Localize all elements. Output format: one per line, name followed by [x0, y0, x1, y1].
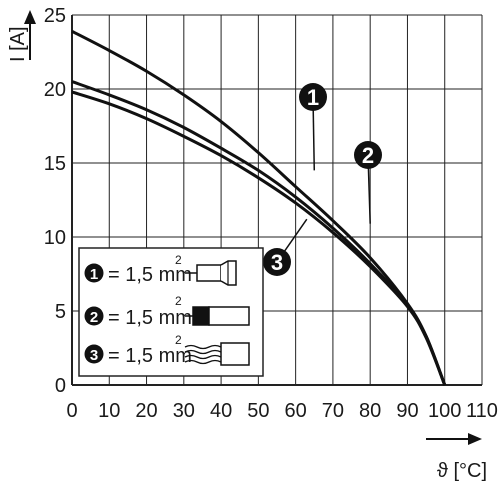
ferrule-icon	[185, 260, 237, 286]
curve-marker-label-1: 1	[307, 85, 319, 110]
x-axis-arrowhead-icon	[468, 433, 482, 445]
y-tick-label: 0	[55, 375, 66, 397]
curve-marker-2	[354, 141, 382, 169]
x-tick-label: 100	[428, 400, 461, 422]
curve-marker-label-2: 2	[362, 143, 374, 168]
legend-entry-2: 2 = 1,5 mm 2	[84, 294, 250, 329]
legend-text-1: = 1,5 mm	[108, 264, 192, 286]
series	[71, 29, 447, 386]
x-tick-label: 110	[466, 400, 498, 422]
x-tick-label: 80	[359, 400, 381, 422]
y-tick-label: 20	[44, 79, 66, 101]
insulated-ferrule-icon	[185, 306, 250, 326]
tick-labels: 0 10 20 30 40 50 60 70 80 90 100 110 0 5 10 15 20 25	[44, 5, 498, 422]
y-axis-label: I [A]	[7, 26, 29, 62]
legend-marker-1-label: 1	[90, 266, 98, 283]
curve-marker-1	[299, 83, 327, 111]
x-tick-label: 50	[247, 400, 269, 422]
x-tick-label: 70	[322, 400, 344, 422]
curve-marker-label-3: 3	[271, 250, 283, 275]
y-tick-label: 15	[44, 153, 66, 175]
y-tick-label: 5	[55, 301, 66, 323]
x-tick-label: 30	[173, 400, 195, 422]
x-tick-label: 20	[135, 400, 157, 422]
legend-sup-2: 2	[175, 294, 182, 308]
legend-marker-3-label: 3	[90, 347, 98, 364]
curve-markers: 1 2 3	[263, 83, 382, 276]
x-tick-label: 10	[98, 400, 120, 422]
axes: I [A] ϑ [°C]	[7, 10, 487, 482]
legend-marker-2-label: 2	[90, 309, 98, 326]
y-tick-label: 25	[44, 5, 66, 27]
legend: 1 = 1,5 mm 2 2 = 1,5 mm 2 3	[78, 247, 264, 377]
legend-sup-3: 2	[175, 333, 182, 347]
y-tick-label: 10	[44, 227, 66, 249]
legend-marker-3	[84, 344, 104, 364]
x-tick-label: 90	[396, 400, 418, 422]
curve-marker-3	[263, 248, 291, 276]
x-tick-label: 40	[210, 400, 232, 422]
legend-sup-1: 2	[175, 253, 182, 267]
x-tick-label: 0	[66, 400, 77, 422]
legend-text-3: = 1,5 mm	[108, 345, 192, 367]
legend-marker-1	[84, 263, 104, 283]
x-axis-label: ϑ [°C]	[437, 460, 487, 482]
legend-text-2: = 1,5 mm	[108, 307, 192, 329]
stranded-wire-icon	[184, 342, 250, 366]
legend-entry-3: 3 = 1,5 mm 2	[84, 333, 250, 367]
y-axis-arrowhead-icon	[24, 10, 36, 24]
x-tick-label: 60	[285, 400, 307, 422]
legend-marker-2	[84, 306, 104, 326]
legend-entry-1: 1 = 1,5 mm 2	[84, 253, 237, 286]
series-line-3	[71, 90, 447, 386]
